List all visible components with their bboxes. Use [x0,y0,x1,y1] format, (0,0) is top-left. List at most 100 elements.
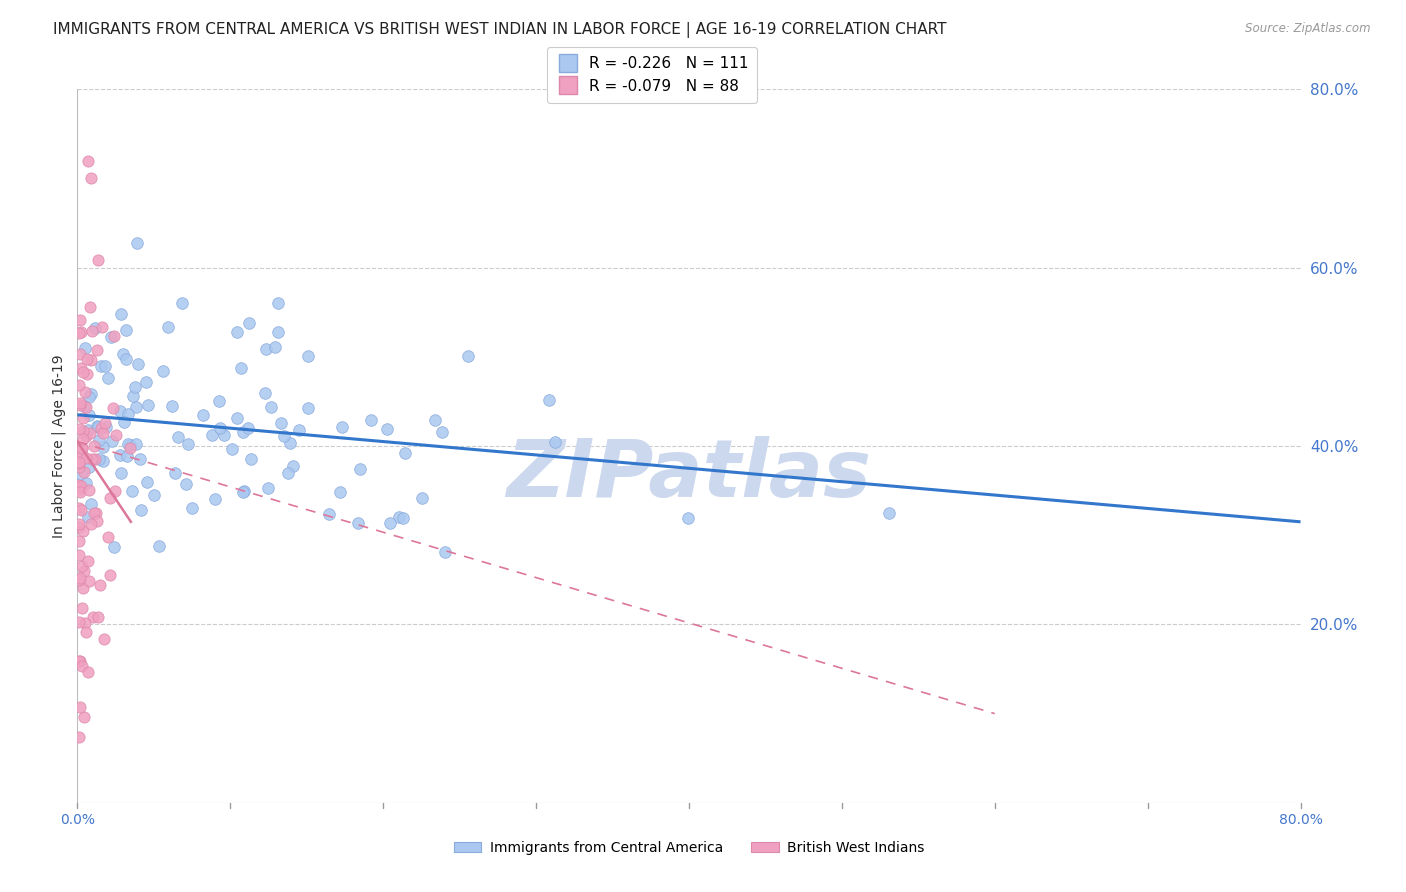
Point [80,387,103,401]
Point [678,511,700,525]
Point [70,600,93,615]
Point [125,400,148,414]
Point [98,567,121,582]
Point [67,456,90,470]
Y-axis label: In Labor Force | Age 16-19: In Labor Force | Age 16-19 [52,354,66,538]
Point [69,700,91,714]
Point [91,319,114,334]
Point [72,564,94,578]
Point [67,730,90,744]
Point [115,352,138,367]
Point [91,440,114,454]
Point [84,506,107,520]
Point [297,349,319,363]
Point [87,610,110,624]
Point [69,396,91,410]
Point [77,423,100,437]
Point [97,531,120,545]
Point [76,367,98,381]
Text: Source: ZipAtlas.com: Source: ZipAtlas.com [1246,22,1371,36]
Point [98,491,121,505]
Point [94,416,117,430]
Point [69,483,91,497]
Point [84,320,107,334]
Point [135,475,157,490]
Point [349,462,371,476]
Point [278,436,301,450]
Point [118,441,141,455]
Point [127,357,149,371]
Point [70,441,93,455]
Point [108,448,131,462]
Point [69,312,91,326]
Point [75,384,97,399]
Point [388,510,411,524]
Point [114,323,136,337]
Point [100,329,122,343]
Point [94,359,117,374]
Point [191,408,214,422]
Point [80,517,103,532]
Point [77,554,100,568]
Point [232,484,254,499]
Point [89,578,111,592]
Point [91,425,114,440]
Text: ZIPatlas: ZIPatlas [506,435,872,514]
Point [79,408,101,422]
Point [69,347,91,361]
Point [121,484,143,499]
Point [181,500,204,515]
Point [125,236,148,251]
Point [377,422,399,436]
Point [67,459,90,474]
Point [67,654,90,668]
Point [93,632,115,646]
Point [121,389,143,403]
Point [112,415,135,429]
Point [229,361,252,376]
Point [423,413,446,427]
Point [259,400,281,414]
Point [72,441,94,455]
Point [67,378,90,392]
Point [77,459,100,474]
Point [72,524,94,538]
Point [79,353,101,368]
Point [87,420,110,434]
Point [73,342,96,356]
Text: IMMIGRANTS FROM CENTRAL AMERICA VS BRITISH WEST INDIAN IN LABOR FORCE | AGE 16-1: IMMIGRANTS FROM CENTRAL AMERICA VS BRITI… [53,22,946,38]
Point [70,361,93,376]
Point [172,296,194,310]
Point [75,450,97,465]
Point [110,467,132,481]
Point [73,465,96,479]
Point [433,545,456,559]
Point [90,359,112,374]
Point [118,437,141,451]
Point [347,516,370,530]
Point [87,433,110,447]
Point [72,410,94,425]
Point [67,455,90,469]
Point [115,449,138,463]
Point [148,539,170,553]
Point [86,343,108,357]
Point [117,407,139,421]
Point [67,451,90,466]
Point [537,393,560,408]
Legend: Immigrants from Central America, British West Indians: Immigrants from Central America, British… [449,835,929,860]
Point [75,625,97,640]
Point [80,324,103,338]
Point [91,454,114,468]
Point [330,420,353,434]
Point [70,448,93,462]
Point [108,403,131,417]
Point [877,507,900,521]
Point [69,467,91,481]
Point [129,452,152,467]
Point [69,485,91,500]
Point [73,616,96,631]
Point [288,423,311,437]
Point [72,424,94,438]
Point [392,510,415,524]
